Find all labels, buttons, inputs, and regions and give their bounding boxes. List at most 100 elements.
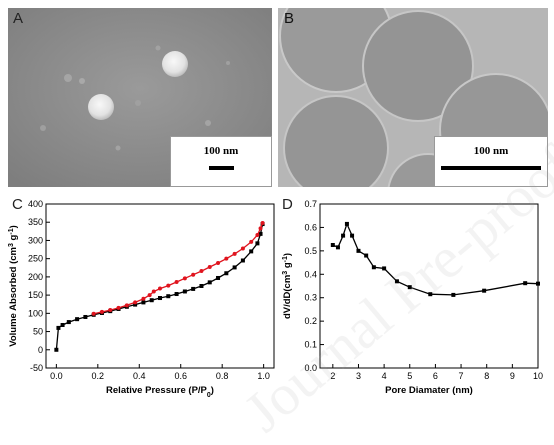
data-point: [428, 292, 433, 297]
data-point: [258, 231, 263, 236]
x-tick-label: 0.4: [133, 371, 146, 381]
data-point: [199, 269, 204, 274]
data-point: [54, 347, 59, 352]
data-point: [232, 265, 237, 270]
data-point: [341, 233, 346, 238]
data-point: [255, 232, 260, 237]
y-tick-label: -50: [30, 363, 43, 373]
scale-box-a: 100 nm: [170, 136, 272, 187]
data-point: [91, 311, 96, 316]
y-tick-label: 300: [28, 235, 43, 245]
data-point: [56, 325, 61, 330]
data-point: [133, 300, 138, 305]
data-point: [371, 265, 376, 270]
x-tick-label: 10: [533, 371, 543, 381]
y-tick-label: 0.4: [304, 269, 317, 279]
series-line: [332, 222, 539, 296]
data-point: [141, 296, 146, 301]
data-point: [149, 298, 154, 303]
data-point: [536, 281, 540, 286]
data-point: [166, 283, 171, 288]
data-point: [260, 220, 265, 225]
data-point: [166, 294, 171, 299]
x-tick-label: 8: [484, 371, 489, 381]
data-point: [216, 261, 221, 266]
y-tick-label: 150: [28, 290, 43, 300]
data-point: [255, 241, 260, 246]
data-point: [108, 308, 113, 313]
y-axis-label: dV/dD(cm3 g-1): [282, 253, 294, 319]
y-tick-label: 250: [28, 254, 43, 264]
data-point: [158, 296, 162, 301]
data-point: [60, 322, 65, 327]
data-point: [158, 286, 162, 291]
y-tick-label: 0.2: [304, 316, 317, 326]
scale-bar-b: [441, 166, 541, 170]
y-tick-label: 0.0: [304, 363, 317, 373]
x-tick-label: 3: [356, 371, 361, 381]
x-tick-label: 0.0: [50, 371, 63, 381]
series-line: [93, 222, 264, 315]
scale-box-b: 100 nm: [434, 136, 548, 187]
x-tick-label: 4: [382, 371, 387, 381]
data-point: [451, 292, 456, 297]
data-point: [394, 279, 399, 284]
x-tick-label: 0.2: [92, 371, 105, 381]
data-point: [66, 320, 71, 325]
data-point: [147, 293, 152, 298]
y-tick-label: 0.1: [304, 340, 317, 350]
data-point: [133, 302, 138, 307]
sem-image-panel: A 100 nm: [8, 8, 272, 187]
data-point: [199, 284, 204, 288]
x-axis-label: Relative Pressure (P/P0): [106, 385, 214, 398]
data-point: [240, 258, 245, 263]
y-tick-label: 0.6: [304, 222, 317, 232]
panel-label-b: B: [284, 10, 295, 27]
y-tick-label: 0.5: [304, 246, 317, 256]
data-point: [83, 314, 88, 319]
data-point: [224, 256, 229, 261]
data-point: [99, 309, 104, 314]
data-point: [151, 289, 156, 294]
panel-label-a: A: [13, 10, 24, 27]
data-point: [249, 239, 254, 244]
x-tick-label: 5: [407, 371, 412, 381]
data-point: [182, 276, 187, 281]
data-point: [249, 249, 254, 254]
plot-frame: [45, 203, 275, 369]
data-point: [258, 226, 263, 231]
tem-image-panel: B 100 nm: [278, 8, 548, 187]
y-axis-label: Volume Absorbed (cm3 g-1): [8, 225, 19, 347]
data-point: [364, 253, 369, 258]
data-point: [75, 317, 80, 322]
x-axis-label: Pore Diamater (nm): [385, 385, 473, 396]
x-tick-label: 0.8: [216, 371, 229, 381]
y-tick-label: 0.3: [304, 293, 317, 303]
y-tick-label: 350: [28, 217, 43, 227]
scale-bar-a: [209, 166, 234, 170]
x-tick-label: 6: [433, 371, 438, 381]
data-point: [407, 285, 412, 290]
data-point: [382, 266, 387, 271]
x-tick-label: 2: [330, 371, 335, 381]
x-tick-label: 1.0: [257, 371, 270, 381]
pore-distribution-chart: 2 3 4 5 6 7 8 9 10 0.0 0.1 0.2 0.3 0.4 0.5 0.6 0.7 Pore D…: [282, 199, 544, 396]
y-tick-label: 0: [38, 345, 43, 355]
data-point: [191, 286, 196, 291]
nanoparticle: [162, 51, 188, 77]
plot-frame: [319, 203, 539, 369]
data-point: [207, 280, 212, 285]
y-tick-label: 200: [28, 272, 43, 282]
y-tick-label: 100: [28, 308, 43, 318]
scale-text-a: 100 nm: [203, 145, 239, 157]
data-point: [207, 265, 212, 270]
x-tick-label: 7: [459, 371, 464, 381]
data-point: [240, 246, 245, 251]
scale-text-b: 100 nm: [473, 145, 509, 157]
nanoparticle: [88, 94, 114, 120]
x-tick-label: 0.6: [174, 371, 187, 381]
data-point: [232, 251, 237, 256]
isotherm-chart: 0.0 0.2 0.4 0.6 0.8 1.0 -50 0 50 100 150 200 250 300 3…: [8, 199, 275, 398]
data-point: [141, 300, 146, 305]
data-point: [482, 288, 487, 293]
